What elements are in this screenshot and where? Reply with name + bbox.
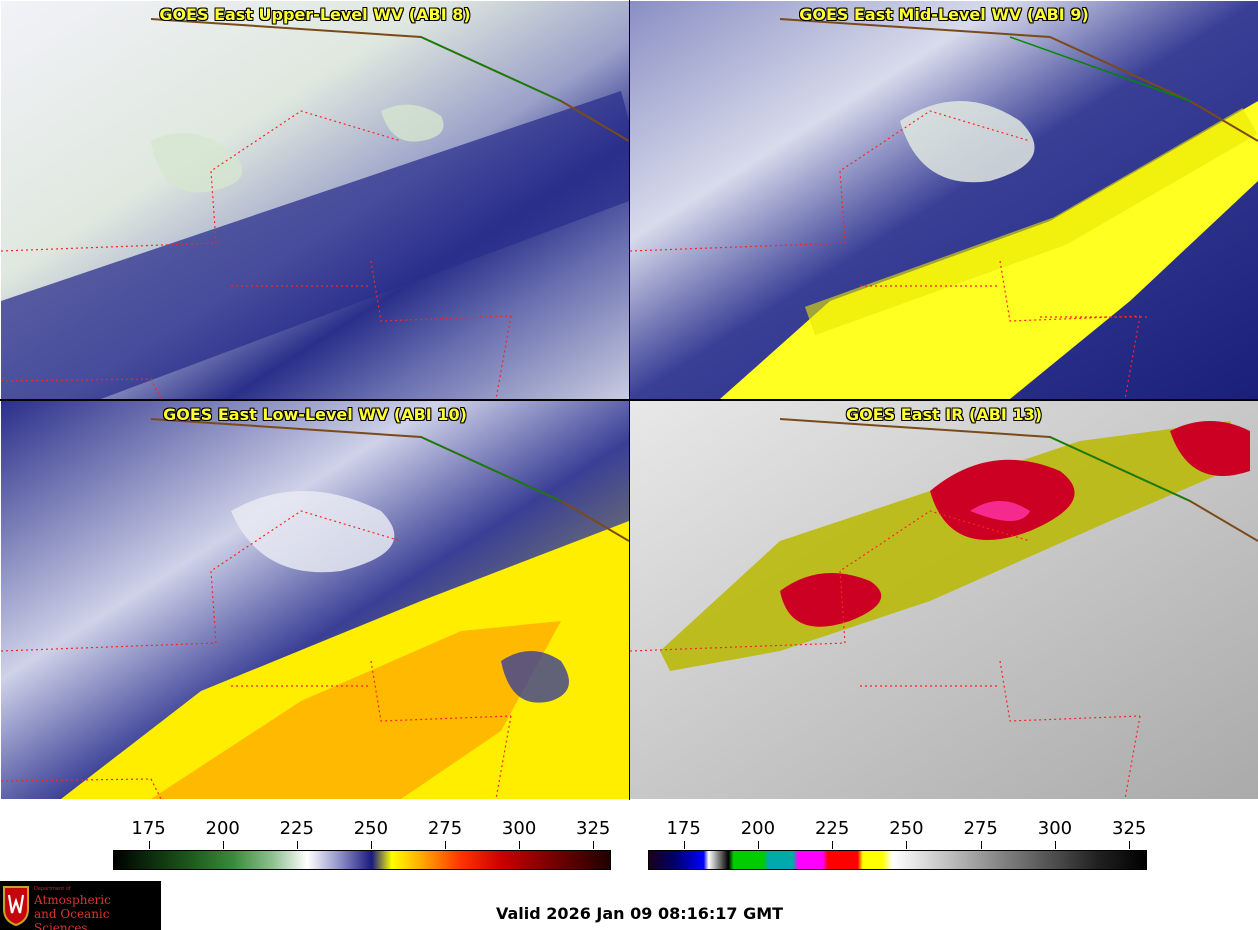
colorbar-ir: 175 200 225 250 275 300 325 bbox=[648, 815, 1147, 875]
colorbar-tick-mark bbox=[683, 841, 685, 849]
colorbar-tick-label: 225 bbox=[279, 818, 314, 839]
colorbar-tick-label: 200 bbox=[205, 818, 240, 839]
panel-title: GOES East Mid-Level WV (ABI 9) bbox=[799, 5, 1089, 24]
wv-upper-image bbox=[1, 1, 629, 399]
panel-title: GOES East Upper-Level WV (ABI 8) bbox=[159, 5, 471, 24]
colorbar-tick-label: 275 bbox=[427, 818, 463, 839]
colorbar-tick-label: 250 bbox=[353, 818, 389, 839]
colorbar-ir-ticks: 175 200 225 250 275 300 325 bbox=[648, 815, 1147, 849]
panel-divider-horizontal bbox=[0, 399, 1258, 401]
colorbar-tick-mark bbox=[519, 841, 521, 849]
colorbar-tick-label: 175 bbox=[131, 818, 166, 839]
colorbar-tick-mark bbox=[148, 841, 150, 849]
colorbar-tick-mark bbox=[1054, 841, 1056, 849]
aos-logo: Department of Atmospheric and Oceanic Sc… bbox=[0, 881, 161, 930]
colorbar-tick-mark bbox=[445, 841, 446, 849]
colorbar-tick-label: 200 bbox=[740, 818, 776, 839]
colorbar-tick-label: 250 bbox=[889, 818, 924, 839]
valid-time: Valid 2026 Jan 09 08:16:17 GMT bbox=[496, 904, 784, 923]
logo-line1: Atmospheric bbox=[34, 893, 111, 907]
colorbar-tick-mark bbox=[757, 841, 759, 849]
panel-title: GOES East Low-Level WV (ABI 10) bbox=[163, 405, 467, 424]
colorbar-tick-label: 325 bbox=[576, 818, 611, 839]
wv-mid-image bbox=[630, 1, 1258, 399]
ir-image bbox=[630, 401, 1258, 799]
panel-upper-level-wv: GOES East Upper-Level WV (ABI 8) bbox=[1, 1, 629, 399]
logo-line2: and Oceanic Sciences bbox=[34, 907, 110, 930]
colorbar-wv-ticks: 175 200 225 250 275 300 325 bbox=[113, 815, 611, 849]
colorbar-ir-bar bbox=[648, 850, 1147, 870]
colorbar-wv-bar bbox=[113, 850, 611, 870]
colorbar-tick-mark bbox=[1129, 841, 1131, 849]
colorbar-tick-label: 225 bbox=[814, 818, 850, 839]
logo-dept: Department of bbox=[34, 886, 71, 892]
colorbar-tick-mark bbox=[906, 841, 908, 849]
panel-low-level-wv: GOES East Low-Level WV (ABI 10) bbox=[1, 401, 629, 799]
colorbar-wv: 175 200 225 250 275 300 325 bbox=[113, 815, 611, 875]
colorbar-tick-label: 275 bbox=[963, 818, 998, 839]
panel-title: GOES East IR (ABI 13) bbox=[845, 405, 1043, 424]
colorbar-tick-mark bbox=[296, 841, 298, 849]
colorbar-tick-label: 325 bbox=[1111, 818, 1147, 839]
wv-low-image bbox=[1, 401, 629, 799]
colorbar-tick-label: 300 bbox=[501, 818, 537, 839]
panel-mid-level-wv: GOES East Mid-Level WV (ABI 9) bbox=[630, 1, 1258, 399]
colorbar-tick-mark bbox=[832, 841, 834, 849]
colorbar-tick-mark bbox=[980, 841, 982, 849]
uw-crest-icon bbox=[3, 886, 29, 927]
panel-ir: GOES East IR (ABI 13) bbox=[630, 401, 1258, 799]
colorbar-tick-label: 300 bbox=[1037, 818, 1073, 839]
colorbar-tick-mark bbox=[593, 841, 595, 849]
colorbar-tick-mark bbox=[222, 841, 224, 849]
colorbar-tick-label: 175 bbox=[666, 818, 701, 839]
colorbar-tick-mark bbox=[370, 841, 372, 849]
